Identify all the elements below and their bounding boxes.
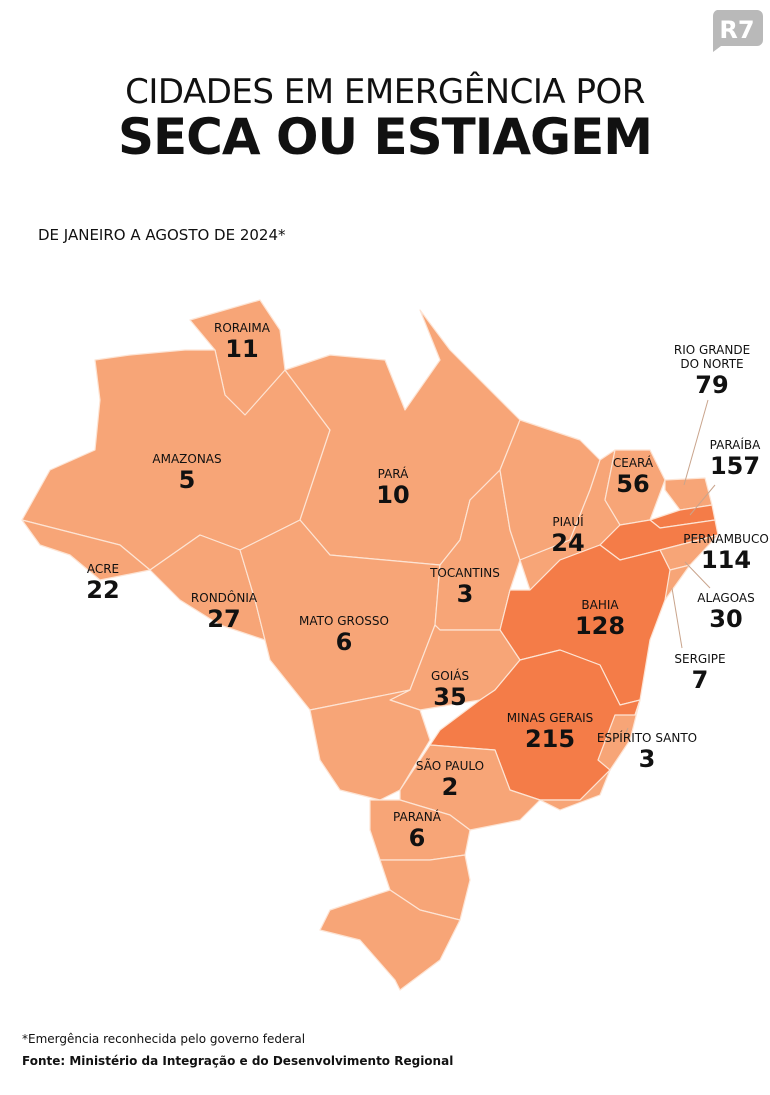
- r7-logo: R7: [712, 10, 763, 52]
- state-value: 128: [574, 611, 626, 640]
- state-label-para: PARÁ 10: [376, 467, 410, 509]
- state-label-roraima: RORAIMA 11: [214, 321, 270, 363]
- state-name: ACRE: [86, 562, 120, 576]
- state-label-mato-grosso: MATO GROSSO 6: [299, 614, 389, 656]
- state-value: 7: [691, 665, 709, 694]
- state-value: 30: [709, 604, 743, 633]
- state-value: 215: [524, 724, 576, 753]
- state-label-ceara: CEARÁ 56: [612, 456, 654, 498]
- state-value: 157: [709, 451, 761, 480]
- state-value: 24: [551, 528, 585, 557]
- svg-text:R7: R7: [719, 16, 754, 44]
- state-value: 6: [408, 823, 426, 852]
- state-name: RORAIMA: [214, 321, 270, 335]
- state-name: PARAÍBA: [709, 438, 761, 452]
- leader-line-paraiba: [689, 484, 716, 516]
- state-name: AMAZONAS: [152, 452, 222, 466]
- state-label-bahia: BAHIA 128: [574, 598, 626, 640]
- source: Fonte: Ministério da Integração e do Des…: [22, 1054, 454, 1068]
- subtitle: DE JANEIRO A AGOSTO DE 2024*: [38, 226, 286, 244]
- leader-line-rio-grande-do-norte: [683, 399, 709, 486]
- state-name: PERNAMBUCO: [683, 532, 769, 546]
- state-label-acre: ACRE 22: [86, 562, 120, 604]
- state-label-paraiba: PARAÍBA 157: [709, 438, 761, 480]
- state-name: RIO GRANDE DO NORTE: [673, 343, 751, 371]
- state-rio-grande-do-norte: [664, 477, 713, 511]
- state-name: RONDÔNIA: [190, 591, 258, 605]
- state-name: MINAS GERAIS: [506, 711, 594, 725]
- state-value: 114: [700, 545, 752, 574]
- state-acre: [21, 519, 151, 581]
- state-name: SÃO PAULO: [415, 759, 485, 773]
- state-sao-paulo: [399, 744, 541, 831]
- state-name: SERGIPE: [674, 652, 726, 666]
- state-value: 56: [616, 469, 650, 498]
- state-label-alagoas: ALAGOAS 30: [697, 591, 755, 633]
- state-value: 35: [433, 682, 467, 711]
- state-mato-grosso-do-sul: [309, 689, 431, 801]
- state-value: 2: [441, 772, 459, 801]
- state-name: MATO GROSSO: [299, 614, 389, 628]
- state-value: 27: [207, 604, 241, 633]
- state-rio-de-janeiro: [539, 769, 611, 811]
- state-goias: [389, 624, 521, 711]
- state-label-pernambuco: PERNAMBUCO 114: [683, 532, 769, 574]
- state-label-parana: PARANÁ 6: [393, 810, 441, 852]
- state-label-sao-paulo: SÃO PAULO 2: [415, 759, 485, 801]
- leader-line-espirito-santo: [624, 727, 629, 736]
- state-rio-grande-do-sul: [319, 889, 461, 991]
- state-value: 5: [178, 465, 196, 494]
- state-name: BAHIA: [581, 598, 619, 612]
- state-name: CEARÁ: [612, 456, 654, 470]
- state-name: TOCANTINS: [430, 566, 500, 580]
- state-label-espirito-santo: ESPÍRITO SANTO 3: [596, 731, 698, 773]
- leader-line-pernambuco: [687, 534, 701, 541]
- state-value: 3: [638, 744, 656, 773]
- state-name: PIAUÍ: [552, 515, 584, 529]
- state-name: GOIÁS: [430, 669, 470, 683]
- state-value: 22: [86, 575, 120, 604]
- state-label-goias: GOIÁS 35: [430, 669, 470, 711]
- state-label-amazonas: AMAZONAS 5: [152, 452, 222, 494]
- state-name: ALAGOAS: [697, 591, 755, 605]
- state-value: 6: [335, 627, 353, 656]
- state-value: 10: [376, 480, 410, 509]
- state-value: 3: [456, 579, 474, 608]
- state-name: ESPÍRITO SANTO: [596, 731, 698, 745]
- state-value: 79: [695, 370, 729, 399]
- leader-line-sergipe: [671, 587, 683, 649]
- state-label-minas-gerais: MINAS GERAIS 215: [506, 711, 594, 753]
- state-label-sergipe: SERGIPE 7: [674, 652, 726, 694]
- footnote: *Emergência reconhecida pelo governo fed…: [22, 1032, 306, 1046]
- title-line-2: SECA OU ESTIAGEM: [118, 108, 653, 166]
- state-label-piaui: PIAUÍ 24: [551, 515, 585, 557]
- state-label-rio-grande-do-norte: RIO GRANDE DO NORTE 79: [673, 343, 751, 399]
- state-label-rondonia: RONDÔNIA 27: [190, 591, 258, 633]
- state-name: PARANÁ: [393, 810, 441, 824]
- leader-line-alagoas: [684, 561, 711, 589]
- state-label-tocantins: TOCANTINS 3: [430, 566, 500, 608]
- state-value: 11: [225, 334, 259, 363]
- title-line-1: CIDADES EM EMERGÊNCIA POR: [125, 72, 645, 112]
- state-name: PARÁ: [377, 467, 409, 481]
